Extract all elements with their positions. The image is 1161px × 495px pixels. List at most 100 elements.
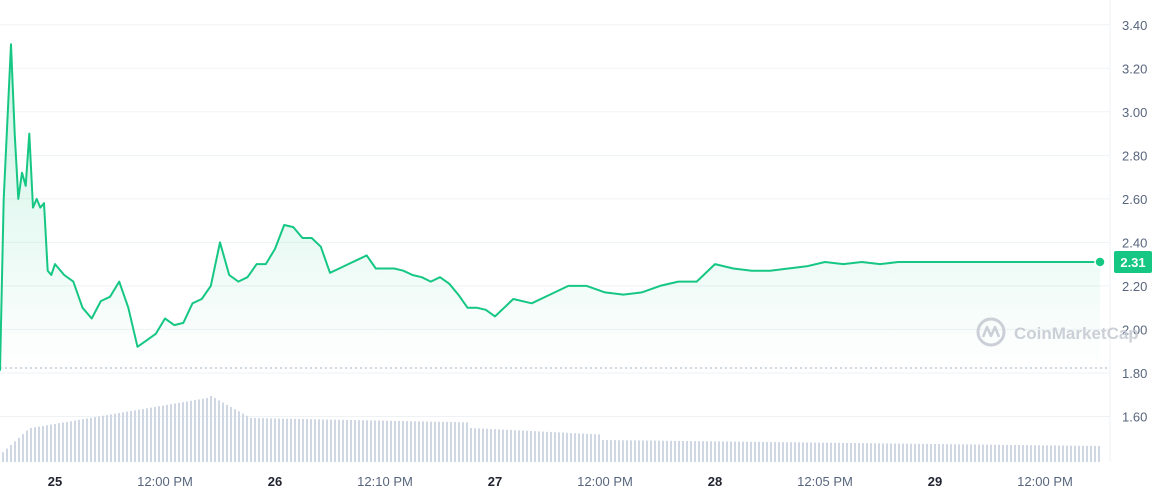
volume-bar xyxy=(706,441,708,462)
volume-bar xyxy=(118,413,120,462)
volume-bar xyxy=(682,440,684,462)
volume-bar xyxy=(1042,445,1044,462)
volume-bar xyxy=(630,440,632,462)
volume-bar xyxy=(394,420,396,462)
volume-bar xyxy=(106,415,108,462)
volume-bar xyxy=(686,441,688,462)
volume-bar xyxy=(598,434,600,462)
volume-bar xyxy=(318,419,320,462)
volume-bar xyxy=(82,419,84,462)
volume-bar xyxy=(322,419,324,462)
volume-bar xyxy=(222,402,224,462)
volume-bar xyxy=(670,440,672,462)
volume-bar xyxy=(58,423,60,462)
volume-bar xyxy=(110,414,112,462)
volume-bar xyxy=(302,419,304,462)
volume-bar xyxy=(626,440,628,462)
volume-bar xyxy=(830,442,832,462)
volume-bar xyxy=(726,441,728,462)
volume-bar xyxy=(698,441,700,462)
volume-bar xyxy=(674,440,676,462)
volume-bar xyxy=(230,407,232,462)
volume-bar xyxy=(1058,445,1060,462)
volume-bar xyxy=(882,443,884,462)
volume-bar xyxy=(2,452,4,462)
volume-bar xyxy=(962,444,964,462)
volume-bar xyxy=(138,409,140,462)
volume-bar xyxy=(610,440,612,462)
volume-bar xyxy=(762,441,764,462)
volume-bar xyxy=(918,443,920,462)
volume-bar xyxy=(366,420,368,462)
volume-bar xyxy=(834,442,836,462)
volume-bar xyxy=(866,443,868,462)
volume-bar xyxy=(442,421,444,462)
watermark: CoinMarketCap xyxy=(976,317,1139,347)
volume-bar xyxy=(850,443,852,462)
coinmarketcap-logo-icon xyxy=(976,317,1006,347)
y-tick-label: 2.00 xyxy=(1122,322,1147,337)
volume-bar xyxy=(378,420,380,462)
volume-bar xyxy=(990,444,992,462)
volume-bar xyxy=(182,402,184,462)
volume-bar xyxy=(18,437,20,462)
volume-bar xyxy=(278,418,280,462)
volume-bar xyxy=(546,431,548,462)
volume-bar xyxy=(426,421,428,462)
volume-bar xyxy=(838,442,840,462)
volume-bar xyxy=(738,441,740,462)
volume-bar xyxy=(558,432,560,462)
volume-bar xyxy=(6,448,8,462)
volume-bar xyxy=(922,443,924,462)
volume-bar xyxy=(194,400,196,462)
volume-bar xyxy=(1038,445,1040,462)
x-tick-time-label: 12:00 PM xyxy=(577,474,633,489)
x-tick-day-label: 25 xyxy=(48,474,62,489)
volume-bar xyxy=(250,418,252,462)
watermark-text: CoinMarketCap xyxy=(1014,324,1139,343)
volume-bar xyxy=(10,445,12,462)
volume-bar xyxy=(90,417,92,462)
volume-bar xyxy=(862,443,864,462)
volume-bar xyxy=(994,444,996,462)
volume-bar xyxy=(354,420,356,462)
y-tick-label: 2.80 xyxy=(1122,148,1147,163)
volume-bar xyxy=(590,434,592,462)
x-tick-time-label: 12:00 PM xyxy=(1017,474,1073,489)
volume-bar xyxy=(958,444,960,462)
volume-bar xyxy=(462,422,464,462)
volume-bar xyxy=(334,419,336,462)
volume-bar xyxy=(666,440,668,462)
volume-bar xyxy=(1034,445,1036,462)
volume-bar xyxy=(662,440,664,462)
volume-bar xyxy=(970,444,972,462)
volume-bar xyxy=(174,403,176,462)
volume-bar xyxy=(1066,445,1068,462)
volume-bar xyxy=(814,442,816,462)
y-tick-label: 3.20 xyxy=(1122,61,1147,76)
volume-bar xyxy=(694,441,696,462)
volume-bar xyxy=(718,441,720,462)
volume-bar xyxy=(238,411,240,462)
volume-bar xyxy=(122,412,124,462)
volume-bar xyxy=(594,434,596,462)
volume-bar xyxy=(270,418,272,462)
volume-bar xyxy=(1050,445,1052,462)
volume-bar xyxy=(642,440,644,462)
volume-bar xyxy=(1014,444,1016,462)
volume-bar xyxy=(1094,445,1096,462)
volume-bar xyxy=(26,430,28,462)
volume-bar xyxy=(1054,445,1056,462)
volume-bar xyxy=(770,442,772,462)
volume-bar xyxy=(254,418,256,462)
volume-bar xyxy=(602,440,604,462)
volume-bar xyxy=(878,443,880,462)
volume-bar xyxy=(54,423,56,462)
volume-bar xyxy=(38,426,40,462)
volume-bar xyxy=(798,442,800,462)
volume-bar xyxy=(234,409,236,462)
volume-bar xyxy=(126,411,128,462)
coinmarketcap-logo-wave xyxy=(981,325,1001,338)
volume-bar xyxy=(578,433,580,462)
x-tick-day-label: 29 xyxy=(928,474,942,489)
